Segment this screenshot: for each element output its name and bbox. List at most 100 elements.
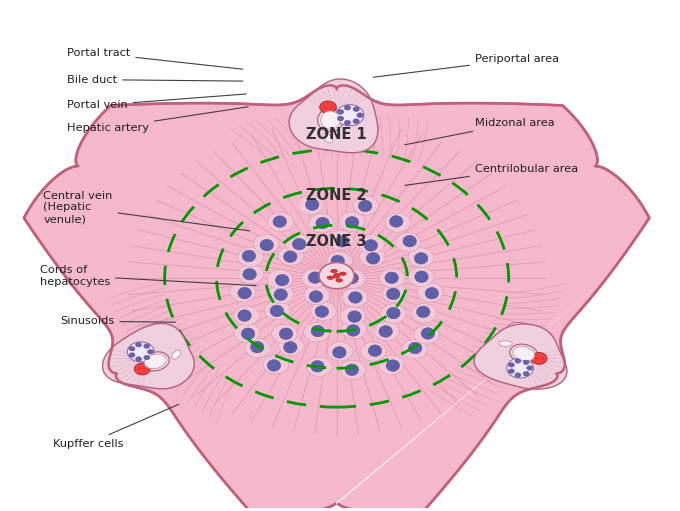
Ellipse shape (275, 274, 289, 286)
Circle shape (357, 113, 363, 118)
Ellipse shape (274, 289, 288, 300)
Ellipse shape (417, 306, 430, 318)
Ellipse shape (292, 239, 306, 250)
Ellipse shape (358, 200, 372, 212)
Ellipse shape (318, 109, 343, 132)
Ellipse shape (305, 199, 319, 211)
Circle shape (515, 373, 521, 377)
Ellipse shape (387, 307, 400, 319)
Ellipse shape (152, 324, 160, 329)
Circle shape (286, 234, 311, 253)
Ellipse shape (171, 350, 181, 359)
Ellipse shape (150, 323, 165, 330)
Circle shape (337, 109, 343, 114)
Ellipse shape (369, 345, 381, 357)
Circle shape (245, 338, 271, 358)
Ellipse shape (499, 341, 512, 346)
Circle shape (328, 105, 334, 109)
Ellipse shape (345, 364, 358, 376)
Text: Bile duct: Bile duct (67, 75, 243, 85)
Circle shape (263, 355, 289, 374)
Circle shape (515, 359, 521, 363)
Circle shape (129, 346, 135, 351)
Circle shape (278, 246, 304, 265)
Circle shape (311, 301, 336, 321)
Circle shape (143, 367, 148, 371)
Circle shape (238, 247, 263, 267)
Ellipse shape (242, 250, 256, 262)
Text: ZONE 2: ZONE 2 (306, 189, 367, 203)
Circle shape (353, 196, 379, 215)
Ellipse shape (345, 217, 359, 228)
Circle shape (358, 235, 384, 254)
Circle shape (379, 355, 404, 375)
Circle shape (279, 336, 304, 356)
Circle shape (360, 342, 386, 361)
Ellipse shape (385, 272, 398, 284)
Ellipse shape (241, 328, 255, 339)
Circle shape (360, 247, 385, 267)
Circle shape (339, 212, 364, 231)
Ellipse shape (421, 328, 435, 339)
Circle shape (143, 355, 150, 360)
Circle shape (298, 195, 324, 215)
Circle shape (319, 263, 354, 289)
Circle shape (327, 252, 352, 271)
Circle shape (379, 269, 405, 288)
Text: Cords of
hepatocytes: Cords of hepatocytes (40, 265, 256, 287)
Circle shape (135, 363, 150, 375)
Polygon shape (103, 323, 194, 389)
Ellipse shape (509, 322, 529, 330)
Circle shape (301, 269, 327, 288)
Circle shape (402, 340, 428, 359)
Circle shape (527, 366, 533, 370)
Circle shape (268, 213, 294, 231)
Ellipse shape (267, 360, 281, 371)
Ellipse shape (311, 326, 324, 337)
Ellipse shape (321, 111, 340, 129)
Ellipse shape (336, 278, 343, 282)
Circle shape (268, 285, 294, 304)
Circle shape (508, 363, 514, 367)
Circle shape (508, 369, 514, 374)
Circle shape (234, 323, 260, 342)
Text: Portal vein: Portal vein (67, 94, 246, 110)
Circle shape (135, 342, 141, 347)
Ellipse shape (348, 311, 361, 322)
Ellipse shape (364, 240, 377, 251)
Circle shape (340, 269, 366, 288)
Ellipse shape (238, 310, 252, 321)
Circle shape (327, 342, 353, 361)
Circle shape (320, 101, 337, 113)
Text: Kupffer cells: Kupffer cells (53, 404, 179, 449)
Circle shape (230, 283, 256, 302)
Circle shape (353, 119, 359, 124)
Circle shape (534, 357, 539, 360)
Circle shape (322, 105, 327, 109)
Ellipse shape (144, 354, 167, 369)
Circle shape (411, 304, 437, 323)
Circle shape (309, 214, 334, 233)
Ellipse shape (238, 287, 252, 299)
Ellipse shape (316, 217, 329, 229)
Circle shape (328, 230, 354, 250)
Ellipse shape (323, 133, 333, 143)
Circle shape (337, 116, 343, 121)
Text: Centrilobular area: Centrilobular area (405, 164, 578, 185)
Circle shape (304, 322, 329, 342)
Ellipse shape (279, 328, 293, 339)
Text: Sinusoids: Sinusoids (60, 316, 175, 326)
Circle shape (148, 350, 154, 354)
Ellipse shape (336, 236, 349, 247)
Polygon shape (474, 324, 567, 389)
Ellipse shape (510, 344, 538, 363)
Ellipse shape (345, 272, 358, 284)
Ellipse shape (409, 342, 422, 354)
Circle shape (137, 367, 141, 371)
Circle shape (267, 270, 293, 289)
Ellipse shape (273, 216, 286, 227)
Ellipse shape (311, 361, 324, 372)
Ellipse shape (339, 272, 346, 275)
Circle shape (507, 358, 533, 378)
Circle shape (395, 233, 421, 252)
